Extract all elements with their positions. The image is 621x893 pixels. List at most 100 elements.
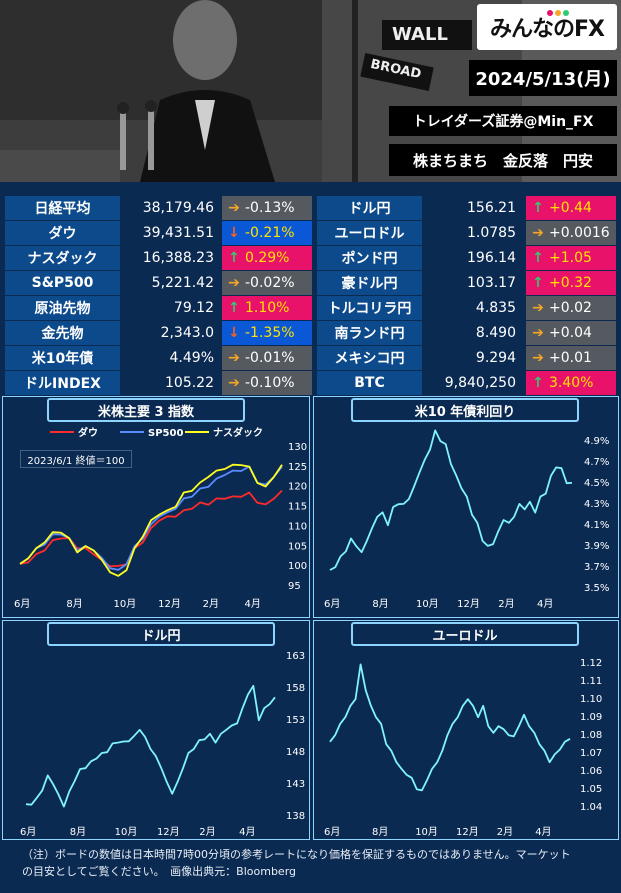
rate-value: 38,179.46: [142, 200, 214, 216]
rate-label: ユーロドル: [317, 221, 422, 245]
rate-change: ↑ +1.05: [526, 246, 616, 270]
rate-change-value: -0.21%: [245, 225, 295, 241]
rate-label: ナスダック: [5, 246, 120, 270]
rate-change: ↑ 0.29%: [222, 246, 312, 270]
rate-label: ポンド円: [317, 246, 422, 270]
rate-value: 196.14: [467, 250, 516, 266]
rate-change: ↓ -0.21%: [222, 221, 312, 245]
rate-label: 日経平均: [5, 196, 120, 220]
disclaimer: （注）ボードの数値は日本時間7時00分頃の参考レートになり価格を保証するものでは…: [0, 840, 621, 893]
arrow-up-icon: ↑: [532, 375, 544, 391]
arrow-up-icon: ↑: [532, 200, 544, 216]
usdjpy-panel: [2, 620, 310, 840]
arrow-down-icon: ↓: [228, 225, 240, 241]
arrow-right-icon: ➔: [228, 275, 240, 291]
rate-row-right: ユーロドル 1.0785 ➔ +0.0016: [0, 221, 621, 245]
rate-change-value: -0.10%: [245, 375, 295, 391]
rate-change-value: 1.10%: [245, 300, 290, 316]
chart-title-us10y: 米10 年債利回り: [351, 398, 579, 422]
arrow-up-icon: ↑: [532, 250, 544, 266]
rate-row-left: S&P500 5,221.42 ➔ -0.02%: [0, 271, 621, 295]
date-text: 2024/5/13(月): [475, 69, 611, 90]
us-indices-panel: [2, 396, 310, 618]
rate-change: ➔ +0.01: [526, 346, 616, 370]
rate-change: ➔ -0.10%: [222, 371, 312, 395]
rate-change: ➔ -0.02%: [222, 271, 312, 295]
disclaimer-line-1: （注）ボードの数値は日本時間7時00分頃の参考レートになり価格を保証するものでは…: [22, 848, 571, 861]
rate-change: ↑ 1.10%: [222, 296, 312, 320]
arrow-right-icon: ➔: [532, 300, 544, 316]
rate-label: ダウ: [5, 221, 120, 245]
brand-name: みんなのFX: [490, 17, 605, 42]
rate-change-value: +0.04: [549, 325, 592, 341]
chart-title-eurusd-text: ユーロドル: [432, 628, 498, 644]
brand-logo: みんなのFX: [477, 4, 617, 50]
rate-change-value: +0.02: [549, 300, 592, 316]
rate-change-value: 3.40%: [549, 375, 594, 391]
rate-change: ↑ +0.32: [526, 271, 616, 295]
rate-label: トルコリラ円: [317, 296, 422, 320]
rate-label: 金先物: [5, 321, 120, 345]
rate-value: 4.835: [475, 300, 516, 316]
rate-row-left: 原油先物 79.12 ↑ 1.10%: [0, 296, 621, 320]
rate-value: 5,221.42: [151, 275, 214, 291]
rate-change-value: 0.29%: [245, 250, 290, 266]
chart-title-us-indices-text: 米株主要 3 指数: [97, 404, 195, 420]
arrow-up-icon: ↑: [532, 275, 544, 291]
rate-change: ➔ +0.04: [526, 321, 616, 345]
rate-change-value: -1.35%: [245, 325, 295, 341]
chart-title-eurusd: ユーロドル: [351, 622, 579, 646]
rate-change: ➔ -0.01%: [222, 346, 312, 370]
rate-value: 103.17: [467, 275, 516, 291]
rate-row-left: 米10年債 4.49% ➔ -0.01%: [0, 346, 621, 370]
rate-change-value: +0.0016: [549, 225, 610, 241]
speaker-photo: [0, 0, 322, 182]
arrow-right-icon: ➔: [532, 225, 544, 241]
company-text: トレイダーズ証券@Min_FX: [412, 114, 594, 130]
arrow-down-icon: ↓: [228, 325, 240, 341]
rate-label: BTC: [317, 371, 422, 395]
rate-label: ドルINDEX: [5, 371, 120, 395]
us10y-panel: [313, 396, 619, 618]
chart-title-us10y-text: 米10 年債利回り: [414, 404, 516, 420]
rate-row-left: ナスダック 16,388.23 ↑ 0.29%: [0, 246, 621, 270]
rate-row-left: 金先物 2,343.0 ↓ -1.35%: [0, 321, 621, 345]
arrow-right-icon: ➔: [228, 200, 240, 216]
wall-sign-text: WALL: [392, 24, 448, 45]
disclaimer-line-2: の目安としてご覧ください。 画像出典元：Bloomberg: [22, 865, 297, 878]
rate-change-value: +1.05: [549, 250, 592, 266]
rate-value: 4.49%: [169, 350, 214, 366]
rate-row-left: ドルINDEX 105.22 ➔ -0.10%: [0, 371, 621, 395]
arrow-right-icon: ➔: [532, 325, 544, 341]
rate-value: 105.22: [165, 375, 214, 391]
rate-change-value: +0.44: [549, 200, 592, 216]
header-banner: WALL BROAD みんなのFX 2024/5/13(月) トレイダーズ証券@…: [0, 0, 621, 182]
rate-row-left: 日経平均 38,179.46 ➔ -0.13%: [0, 196, 621, 220]
logo-dots-icon: [547, 10, 569, 16]
arrow-right-icon: ➔: [228, 350, 240, 366]
rate-change: ➔ -0.13%: [222, 196, 312, 220]
rate-value: 9.294: [475, 350, 516, 366]
rate-change-value: -0.02%: [245, 275, 295, 291]
rate-label: ドル円: [317, 196, 422, 220]
rate-change-value: -0.01%: [245, 350, 295, 366]
rate-label: 米10年債: [5, 346, 120, 370]
rate-row-left: ダウ 39,431.51 ↓ -0.21%: [0, 221, 621, 245]
rate-label: 南ランド円: [317, 321, 422, 345]
rate-value: 2,343.0: [160, 325, 214, 341]
rate-row-right: トルコリラ円 4.835 ➔ +0.02: [0, 296, 621, 320]
headline-badge: 株まちまち 金反落 円安: [389, 144, 617, 176]
us-indices-note: 2023/6/1 終値＝100: [20, 450, 132, 468]
speaker-photo-illustration: [0, 0, 322, 182]
rate-value: 156.21: [467, 200, 516, 216]
rate-change: ➔ +0.02: [526, 296, 616, 320]
date-badge: 2024/5/13(月): [469, 60, 617, 96]
rate-value: 8.490: [475, 325, 516, 341]
rate-label: 原油先物: [5, 296, 120, 320]
rate-label: S&P500: [5, 271, 120, 295]
rate-change-value: +0.01: [549, 350, 592, 366]
arrow-right-icon: ➔: [228, 375, 240, 391]
rate-value: 79.12: [173, 300, 214, 316]
chart-title-usdjpy: ドル円: [47, 622, 275, 646]
rate-row-right: メキシコ円 9.294 ➔ +0.01: [0, 346, 621, 370]
